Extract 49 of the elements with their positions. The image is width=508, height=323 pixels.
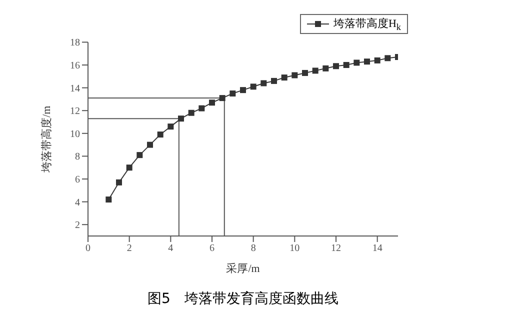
- point: [374, 57, 380, 64]
- point: [333, 63, 339, 70]
- point: [188, 110, 194, 116]
- x-tick-label: 10: [290, 243, 300, 254]
- point: [198, 105, 205, 112]
- x-tick-label: 2: [126, 243, 132, 254]
- y-tick-label: 6: [75, 174, 80, 186]
- point: [292, 72, 298, 78]
- y-tick-label: 10: [70, 128, 80, 140]
- point: [302, 70, 308, 76]
- x-tick-label: 4: [168, 243, 174, 254]
- point: [281, 74, 288, 81]
- point: [157, 132, 164, 138]
- point: [219, 95, 226, 102]
- point: [168, 124, 174, 130]
- point: [364, 58, 370, 65]
- point: [322, 65, 329, 72]
- point: [250, 84, 256, 90]
- point: [343, 62, 350, 68]
- x-tick-label: 8: [250, 243, 256, 254]
- point: [384, 55, 391, 62]
- point: [354, 60, 360, 66]
- x-tick-label: 12: [331, 243, 341, 254]
- y-tick-label: 16: [70, 60, 80, 72]
- y-tick-label: 2: [75, 220, 80, 232]
- point: [260, 80, 267, 86]
- caption: 图5 垮落带发育高度函数曲线: [146, 290, 340, 308]
- y-tick-label: 8: [75, 152, 80, 163]
- x-axis-title: 采厚/m: [226, 262, 260, 275]
- point: [178, 116, 184, 122]
- point: [147, 142, 153, 148]
- legend-label: 垮落带高度H$_{k}$: [333, 16, 401, 32]
- point: [271, 78, 277, 84]
- point: [209, 100, 215, 106]
- y-tick-label: 4: [75, 197, 80, 208]
- point: [312, 68, 318, 74]
- y-tick-label: 14: [70, 83, 80, 94]
- point: [136, 152, 143, 158]
- point: [106, 196, 112, 203]
- y-tick-label: 18: [70, 38, 80, 49]
- point: [116, 179, 122, 186]
- point: [126, 164, 132, 171]
- point: [240, 87, 246, 94]
- x-tick-label: 14: [372, 243, 382, 254]
- x-tick-label: 6: [210, 243, 214, 254]
- y-axis-title: 垮落带高度/m: [40, 105, 53, 174]
- point: [230, 90, 236, 96]
- x-tick-label: 0: [86, 243, 90, 254]
- y-tick-label: 12: [70, 106, 80, 118]
